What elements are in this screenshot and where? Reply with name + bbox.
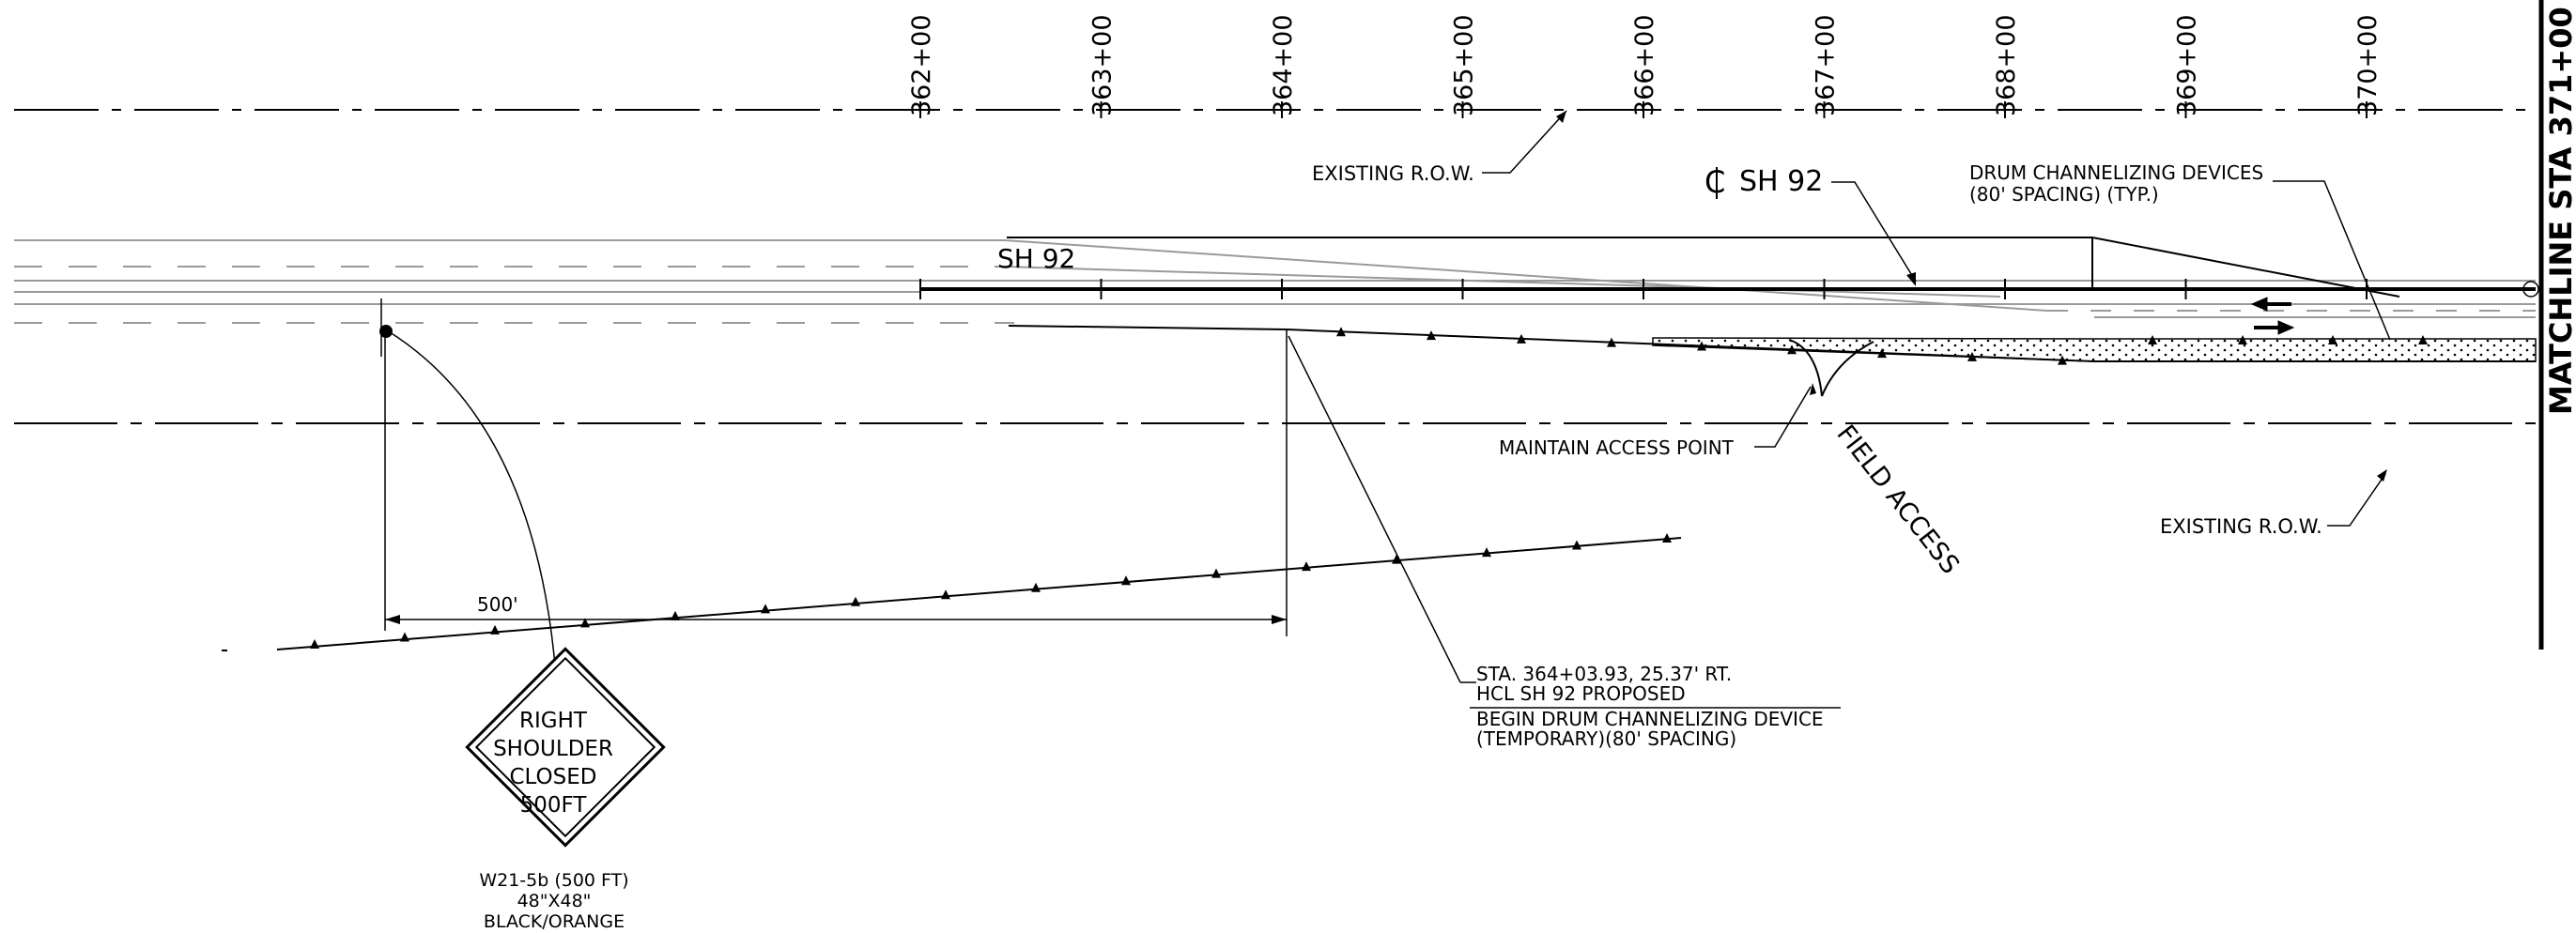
matchline-label: MATCHLINE STA 371+00 xyxy=(2543,7,2576,415)
drum-channelizing-devices xyxy=(1336,327,2428,365)
roadway-name-label: SH 92 xyxy=(997,243,1075,274)
drum-line-field xyxy=(276,537,1682,650)
drum-marker xyxy=(1662,533,1672,543)
drum-callout-line2: (80' SPACING) (TYP.) xyxy=(1969,183,2159,206)
sign-face-outer xyxy=(465,647,666,848)
drum-marker xyxy=(1336,327,1346,337)
drum-marker xyxy=(1121,575,1131,586)
drum-marker xyxy=(1302,561,1311,572)
drum-marker xyxy=(941,589,950,600)
existing-roadway-lines xyxy=(14,239,2536,324)
centerline-symbol: C xyxy=(1704,164,1725,200)
centerline-road-name: SH 92 xyxy=(1739,165,1823,198)
sign-face-border xyxy=(474,656,656,838)
drum-marker xyxy=(2418,335,2428,344)
right-shoulder-closed-sign: RIGHT SHOULDER CLOSED 500FT xyxy=(465,647,666,848)
leader-arrow-centerline xyxy=(1906,272,1916,286)
drum-marker xyxy=(1967,351,1977,361)
centerline-label: C SH 92 xyxy=(1704,164,1823,200)
drum-marker xyxy=(1572,540,1581,550)
drum-marker xyxy=(2238,335,2247,344)
station-labels: 362+00 363+00 364+00 365+00 366+00 367+00 368+… xyxy=(907,14,2383,116)
sign-colors-label: BLACK/ORANGE xyxy=(484,911,625,932)
existing-row-label-bottom: EXISTING R.O.W. xyxy=(2160,515,2322,538)
station-label: 365+00 xyxy=(1450,14,1479,116)
drum-marker xyxy=(1697,341,1706,351)
drum-marker xyxy=(1031,582,1041,592)
field-access-driveway xyxy=(1788,339,1874,397)
drum-marker xyxy=(310,639,319,649)
sign-location-point xyxy=(379,325,393,338)
drum-marker xyxy=(490,624,500,635)
field-drum-markers xyxy=(310,533,1672,649)
drum-marker xyxy=(761,604,770,614)
drum-marker xyxy=(671,610,680,620)
leader-arrow-access xyxy=(1810,383,1816,395)
field-access-label: FIELD ACCESS xyxy=(1830,420,1965,579)
begin-drum-line4: (TEMPORARY)(80' SPACING) xyxy=(1476,727,1736,750)
station-label: 370+00 xyxy=(2353,14,2383,116)
drum-marker xyxy=(1517,333,1526,344)
sign-code-label: W21-5b (500 FT) xyxy=(479,870,628,891)
drum-marker xyxy=(851,596,860,606)
sign-location-leader xyxy=(380,298,1288,677)
leader-arrow-top-row xyxy=(1556,111,1566,123)
drum-marker xyxy=(1427,330,1436,341)
sign-text-line3: CLOSED xyxy=(510,765,597,789)
station-label: 367+00 xyxy=(1812,14,1841,116)
station-label: 362+00 xyxy=(907,14,936,116)
station-label: 366+00 xyxy=(1630,14,1659,116)
station-label: 364+00 xyxy=(1269,14,1298,116)
leader-arrow-bottom-row xyxy=(2377,469,2387,482)
station-label: 368+00 xyxy=(1992,14,2021,116)
drum-marker xyxy=(1607,337,1616,347)
traffic-direction-arrows xyxy=(2250,297,2295,335)
sign-text-line1: RIGHT xyxy=(519,709,588,733)
station-label: 363+00 xyxy=(1088,14,1118,116)
callout-leaders xyxy=(1482,110,2391,527)
begin-drum-line1: STA. 364+03.93, 25.37' RT. xyxy=(1476,663,1732,685)
sign-text-line4: 500FT xyxy=(520,793,588,818)
begin-drum-leader xyxy=(1288,335,1841,709)
work-area-hatch xyxy=(1652,337,2537,362)
begin-drum-line2: HCL SH 92 PROPOSED xyxy=(1476,682,1686,705)
maintain-access-label: MAINTAIN ACCESS POINT xyxy=(1499,436,1735,459)
drum-callout-line1: DRUM CHANNELIZING DEVICES xyxy=(1969,161,2263,184)
drum-marker xyxy=(580,618,590,628)
drum-marker xyxy=(1787,344,1797,355)
begin-drum-line3: BEGIN DRUM CHANNELIZING DEVICE xyxy=(1476,708,1824,730)
drum-marker xyxy=(1877,348,1887,359)
drum-marker xyxy=(2058,355,2067,365)
sign-size-label: 48"X48" xyxy=(517,891,592,911)
drum-marker xyxy=(2148,335,2157,344)
station-label: 369+00 xyxy=(2173,14,2202,116)
existing-row-label-top: EXISTING R.O.W. xyxy=(1312,162,1474,185)
drum-marker xyxy=(1392,554,1401,564)
sign-text-line2: SHOULDER xyxy=(493,737,613,761)
station-ticks xyxy=(919,101,2368,299)
dimension-arrowheads xyxy=(385,615,1287,624)
drum-marker xyxy=(2328,335,2337,344)
drum-marker xyxy=(1482,547,1491,558)
dimension-label: 500' xyxy=(477,593,518,616)
matchline-centerline-marker xyxy=(2522,281,2539,298)
drum-marker xyxy=(400,632,409,642)
drum-marker xyxy=(1211,568,1221,578)
